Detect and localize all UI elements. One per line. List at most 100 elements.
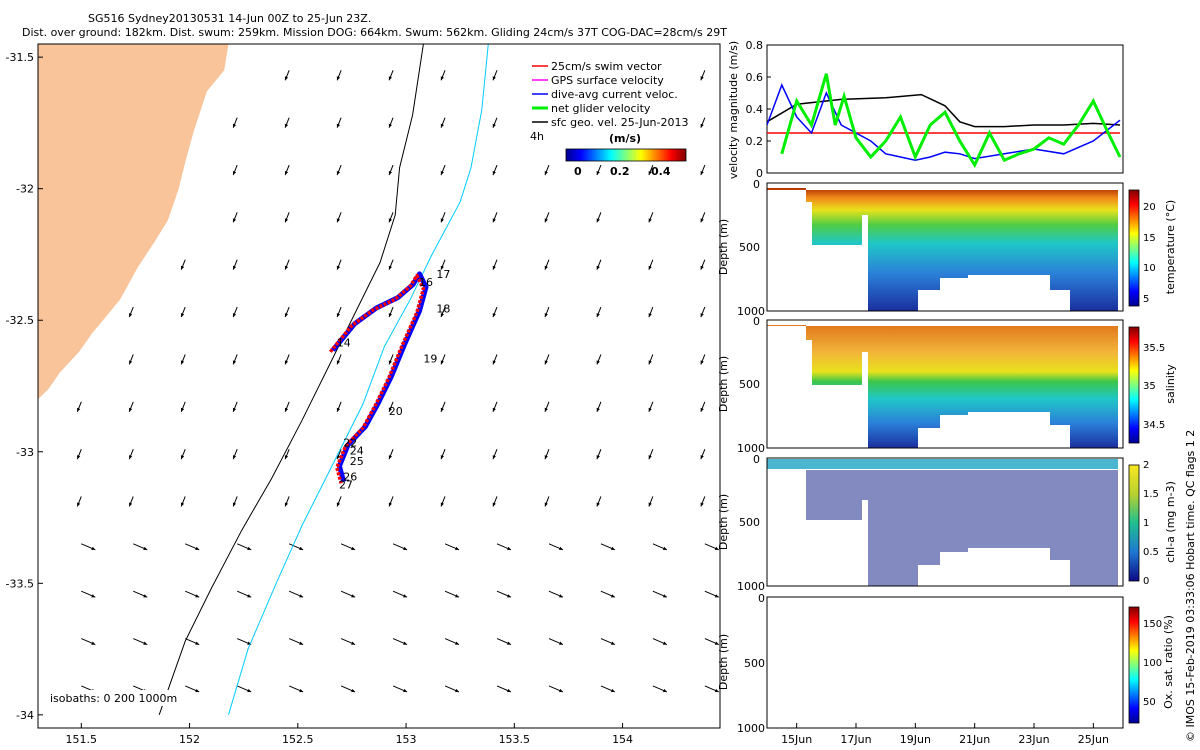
velocity-arrow-76 xyxy=(180,401,186,412)
arrow-head xyxy=(232,171,237,175)
land-area xyxy=(38,44,229,400)
velocity-arrow-119 xyxy=(392,543,408,551)
velocity-arrow-49 xyxy=(700,259,706,270)
arrow-head xyxy=(492,76,496,81)
velocity-arrow-163 xyxy=(652,685,668,693)
arrow-head xyxy=(284,502,289,507)
ox-cbar-150: 150 xyxy=(1143,619,1162,630)
arrow-head xyxy=(129,407,133,412)
arrow-head xyxy=(232,313,237,318)
arrow-head xyxy=(648,502,652,507)
velocity-arrow-116 xyxy=(236,543,252,551)
velocity-arrow-10 xyxy=(284,117,290,128)
map-xtick-153.5: 153.5 xyxy=(499,733,531,746)
velocity-arrow-129 xyxy=(236,590,252,598)
arrow-head xyxy=(559,546,563,550)
arrow-head xyxy=(714,688,719,693)
day-label-18: 18 xyxy=(436,302,450,315)
velocity-arrow-147 xyxy=(496,638,512,646)
arrow-head xyxy=(299,546,304,550)
arrow-head xyxy=(440,76,444,81)
velocity-arrow-65 xyxy=(284,354,290,365)
arrow-head xyxy=(559,594,563,598)
velocity-arrow-161 xyxy=(548,685,564,693)
arrow-head xyxy=(336,123,341,128)
velocity-arrow-34 xyxy=(492,212,498,223)
velocity-arrow-122 xyxy=(548,543,564,551)
velocity-arrow-51 xyxy=(180,306,186,318)
arrow-head xyxy=(544,407,548,412)
velocity-arrow-57 xyxy=(492,306,498,318)
temp-ytick-1000: 1000 xyxy=(737,305,765,318)
arrow-head xyxy=(129,455,133,460)
velocity-arrow-62 xyxy=(128,354,134,365)
arrow-head xyxy=(336,360,341,365)
map-xtick-153: 153 xyxy=(396,733,417,746)
velocity-arrow-123 xyxy=(600,543,616,551)
velocity-arrow-117 xyxy=(288,543,304,551)
salinity-frame xyxy=(766,319,1124,449)
arrow-head xyxy=(648,407,652,412)
velocity-arrow-21 xyxy=(336,164,342,176)
velocity-arrow-35 xyxy=(544,212,550,223)
arrow-head xyxy=(91,546,96,550)
velocity-arrow-108 xyxy=(492,496,498,507)
arrow-head xyxy=(648,313,652,318)
velocity-arrow-27 xyxy=(648,164,654,176)
temp-cbar-20: 20 xyxy=(1143,202,1156,213)
velocity-arrow-29 xyxy=(232,212,238,223)
day-label-24: 24 xyxy=(350,444,364,457)
velocity-arrow-138 xyxy=(704,590,720,598)
arrow-head xyxy=(714,641,719,645)
arrow-head xyxy=(284,407,289,412)
arrow-head xyxy=(648,265,652,270)
arrow-head xyxy=(700,455,704,460)
arrow-head xyxy=(403,594,408,598)
arrow-head xyxy=(610,594,615,598)
temp-ytick-0: 0 xyxy=(753,178,760,191)
velocity-arrow-135 xyxy=(548,590,564,598)
arrow-head xyxy=(195,688,200,693)
arrow-head xyxy=(507,594,511,598)
velocity-arrow-139 xyxy=(81,638,96,646)
velocity-arrow-78 xyxy=(284,401,290,412)
arrow-head xyxy=(455,688,459,693)
velocity-arrow-83 xyxy=(544,401,550,412)
velocity-arrow-12 xyxy=(388,117,394,128)
arrow-head xyxy=(388,265,392,270)
velocity-arrow-162 xyxy=(600,685,616,693)
velocity-arrow-88 xyxy=(128,448,134,460)
temp-cbar-15: 15 xyxy=(1143,233,1156,244)
velocity-arrow-149 xyxy=(600,638,616,646)
arrow-head xyxy=(559,688,563,693)
legend-4h-label: 4h xyxy=(530,130,544,143)
arrow-head xyxy=(351,546,356,550)
velocity-arrow-90 xyxy=(232,448,238,460)
arrow-head xyxy=(440,265,444,270)
velocity-arrow-115 xyxy=(185,543,200,551)
map-xtick-152: 152 xyxy=(179,733,200,746)
map-ytick--32: -32 xyxy=(16,183,34,196)
arrow-head xyxy=(77,407,81,412)
colorbar-tick-0: 0 xyxy=(574,165,582,178)
arrow-head xyxy=(596,265,600,270)
velocity-arrow-4 xyxy=(492,70,498,81)
arrow-head xyxy=(336,218,341,223)
colorbar-tick-0-4: 0.4 xyxy=(651,165,671,178)
arrow-head xyxy=(403,546,408,550)
arrow-head xyxy=(232,502,237,507)
velocity-arrow-164 xyxy=(704,685,720,693)
arrow-head xyxy=(336,502,341,507)
velocity-arrow-36 xyxy=(596,212,602,223)
velocity-arrow-87 xyxy=(76,448,82,460)
time-axis: 15Jun 17Jun 19Jun 21Jun 23Jun 25Jun xyxy=(781,723,1109,746)
time-tick-19Jun: 19Jun xyxy=(900,733,931,746)
velocity-arrow-158 xyxy=(392,685,408,693)
arrow-head xyxy=(648,455,652,460)
arrow-head xyxy=(492,123,496,128)
velocity-arrow-118 xyxy=(340,543,356,551)
velocity-arrow-110 xyxy=(596,496,602,507)
velocity-arrow-82 xyxy=(492,401,498,412)
velocity-arrow-103 xyxy=(232,496,238,507)
